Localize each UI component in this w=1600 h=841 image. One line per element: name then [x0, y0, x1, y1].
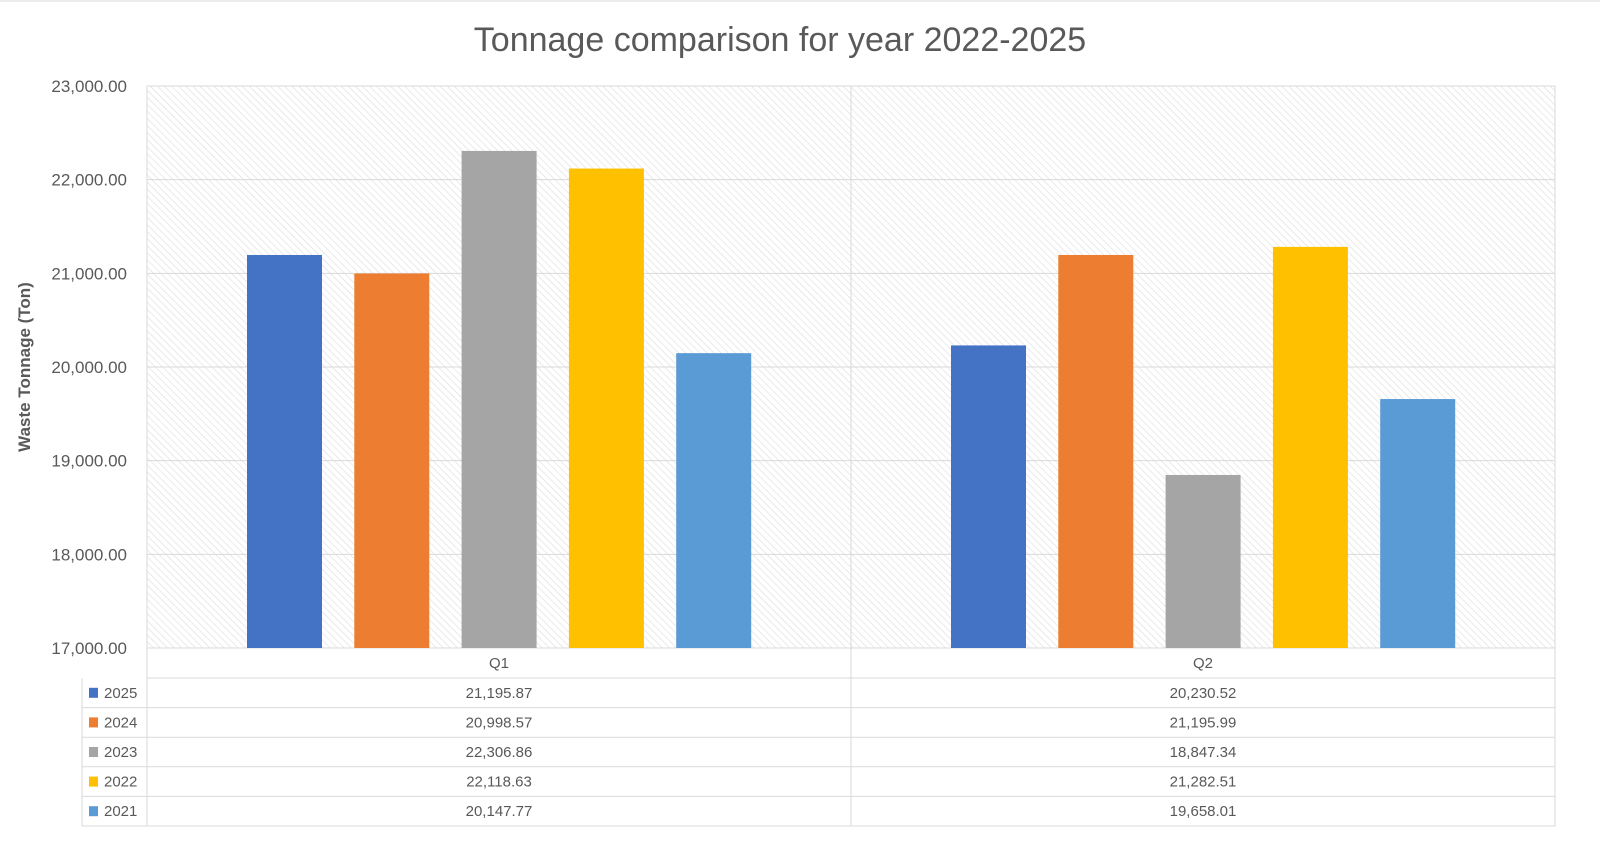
bar-2025-Q2 [951, 345, 1026, 648]
bar-2024-Q2 [1058, 254, 1134, 649]
table-header-Q1: Q1 [489, 655, 509, 672]
y-tick-label: 20,000.00 [51, 358, 127, 377]
table-cell: 21,282.51 [1170, 774, 1237, 791]
table-cell: 20,230.52 [1170, 685, 1237, 702]
bar-2022-Q1 [568, 168, 644, 648]
y-tick-label: 21,000.00 [51, 264, 127, 283]
y-axis-label: Waste Tonnage (Ton) [15, 282, 34, 452]
bar-2023-Q2 [1165, 474, 1241, 648]
legend-label-2023: 2023 [104, 744, 137, 761]
bar-2021-Q1 [676, 353, 752, 648]
y-tick-label: 17,000.00 [51, 639, 127, 658]
bar-2022-Q2 [1272, 246, 1348, 648]
bar-2024-Q1 [354, 273, 430, 648]
bar-2025-Q1 [247, 254, 322, 648]
table-cell: 22,306.86 [466, 744, 533, 761]
table-cell: 19,658.01 [1170, 803, 1237, 820]
table-header-Q2: Q2 [1193, 655, 1213, 672]
bar-2021-Q2 [1380, 399, 1456, 648]
legend-key-2021 [89, 806, 98, 817]
y-tick-label: 19,000.00 [51, 452, 127, 471]
chart-title: Tonnage comparison for year 2022-2025 [474, 21, 1086, 59]
table-cell: 21,195.99 [1170, 714, 1237, 731]
legend-label-2025: 2025 [104, 685, 137, 702]
y-tick-label: 23,000.00 [51, 77, 127, 96]
table-cell: 20,998.57 [466, 714, 533, 731]
bar-2023-Q1 [461, 150, 537, 648]
legend-label-2021: 2021 [104, 803, 137, 820]
table-cell: 20,147.77 [466, 803, 533, 820]
legend-key-2022 [89, 776, 98, 787]
table-cell: 21,195.87 [466, 685, 533, 702]
table-cell: 22,118.63 [466, 774, 532, 791]
table-cell: 18,847.34 [1170, 744, 1237, 761]
y-tick-label: 18,000.00 [51, 545, 127, 564]
y-tick-label: 22,000.00 [51, 171, 127, 190]
legend-label-2022: 2022 [104, 774, 137, 791]
legend-key-2024 [89, 717, 98, 728]
legend-key-2023 [89, 747, 98, 757]
legend-label-2024: 2024 [104, 714, 137, 731]
legend-key-2025 [89, 687, 98, 698]
